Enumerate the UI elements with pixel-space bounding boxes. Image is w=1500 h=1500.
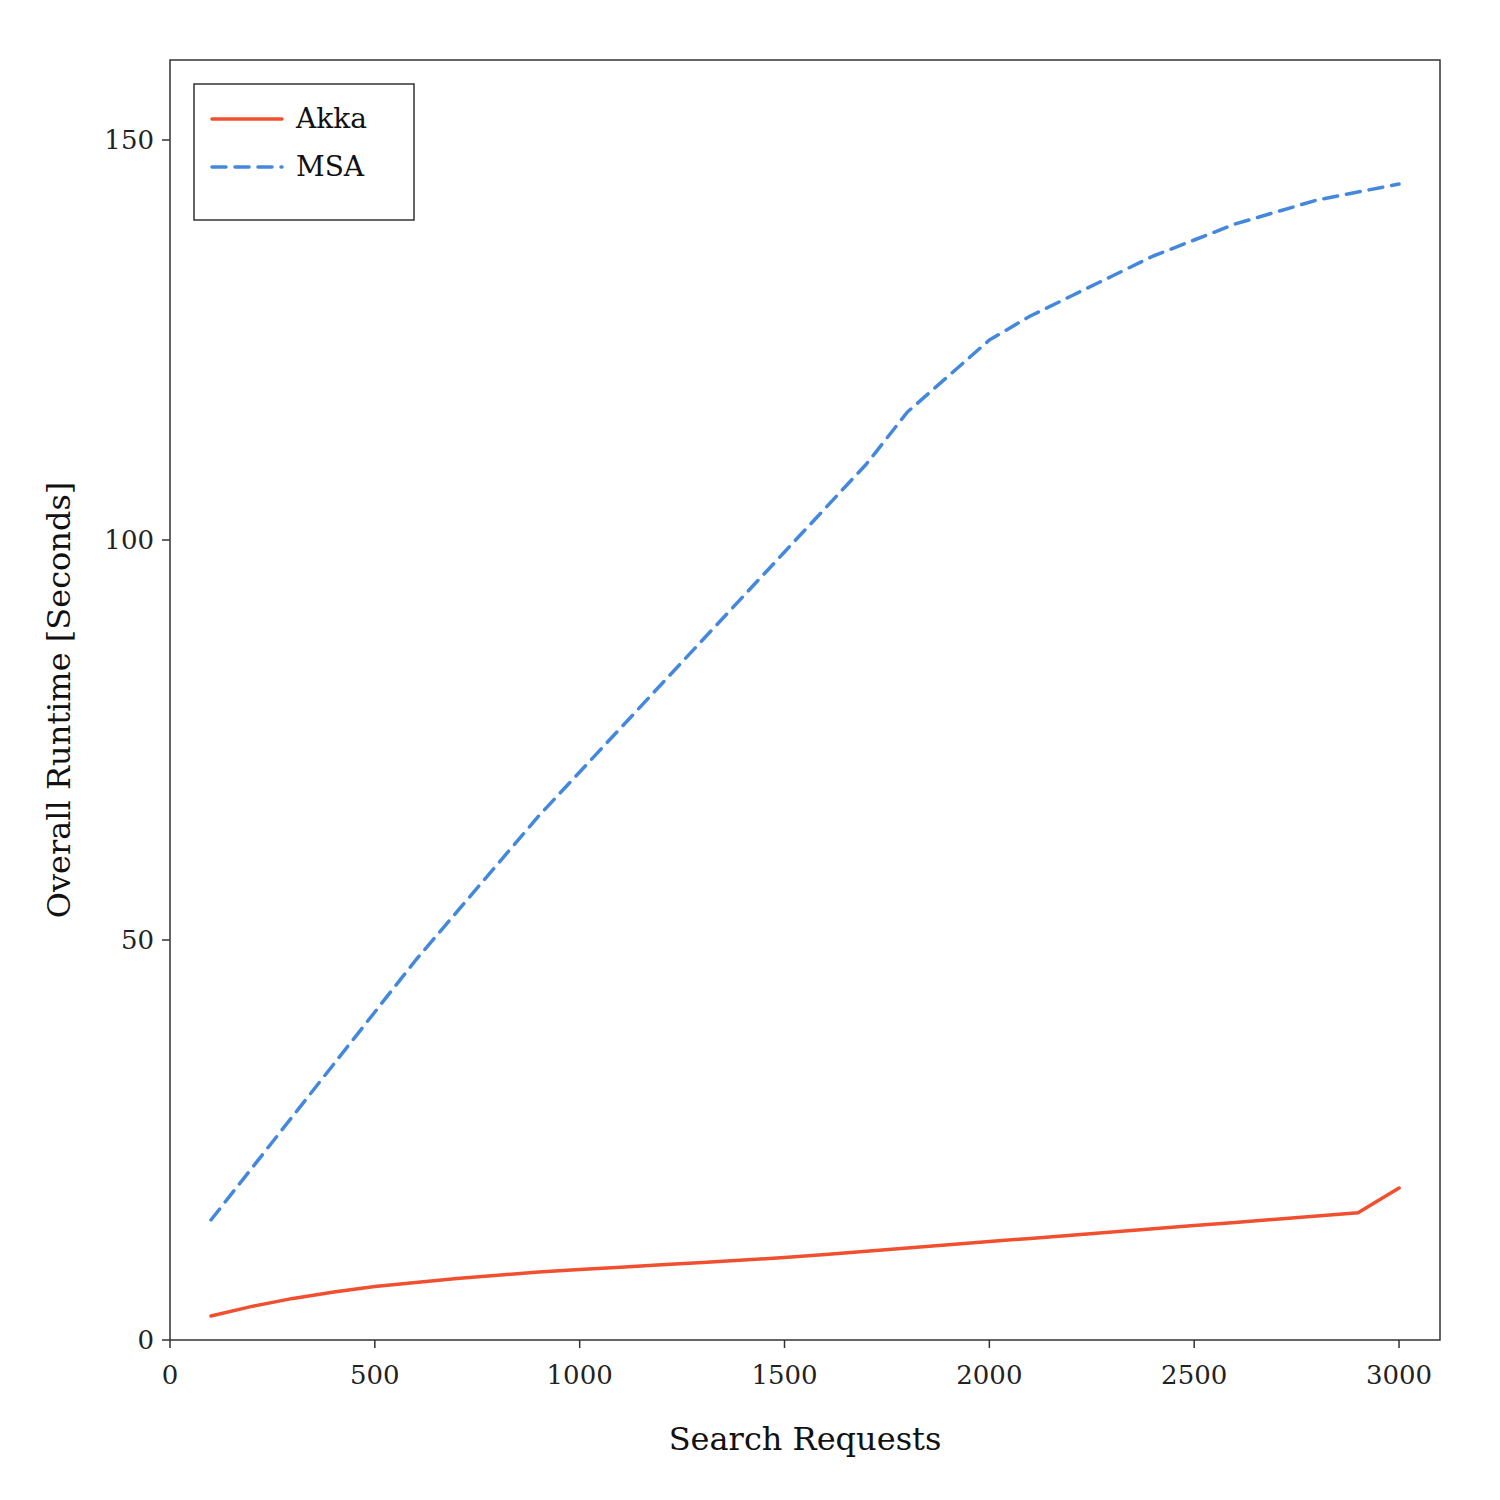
- x-tick: [579, 1340, 581, 1348]
- series-line: [211, 1188, 1399, 1316]
- x-tick-label: 0: [162, 1360, 179, 1390]
- x-axis-label: Search Requests: [669, 1420, 942, 1458]
- y-tick: [162, 1339, 170, 1341]
- x-tick-label: 3000: [1366, 1360, 1432, 1390]
- x-tick: [989, 1340, 991, 1348]
- y-tick-label: 100: [104, 525, 154, 555]
- series-line: [211, 184, 1399, 1220]
- y-tick-label: 50: [121, 925, 154, 955]
- legend-swatch: [212, 165, 282, 169]
- y-tick: [162, 139, 170, 141]
- x-tick: [1398, 1340, 1400, 1348]
- x-tick: [784, 1340, 786, 1348]
- x-tick-label: 2000: [956, 1360, 1022, 1390]
- x-tick: [374, 1340, 376, 1348]
- x-tick-label: 2500: [1161, 1360, 1227, 1390]
- x-tick: [169, 1340, 171, 1348]
- legend: Akka MSA: [194, 84, 414, 220]
- x-tick-label: 500: [350, 1360, 400, 1390]
- legend-swatch: [212, 117, 282, 121]
- y-tick-label: 150: [104, 125, 154, 155]
- x-tick-label: 1500: [751, 1360, 817, 1390]
- legend-label: MSA: [296, 150, 365, 183]
- y-tick: [162, 539, 170, 541]
- x-tick-label: 1000: [547, 1360, 613, 1390]
- x-tick: [1193, 1340, 1195, 1348]
- legend-frame: [194, 84, 414, 220]
- y-axis-label: Overall Runtime [Seconds]: [40, 482, 78, 919]
- plot-frame: [170, 60, 1440, 1340]
- series-group: [211, 184, 1399, 1316]
- chart: 0 500 1000 1500 2000 2500 3000 0 50 100 150 Search …: [0, 0, 1500, 1500]
- legend-label: Akka: [295, 102, 367, 135]
- y-tick-label: 0: [137, 1325, 154, 1355]
- y-tick: [162, 939, 170, 941]
